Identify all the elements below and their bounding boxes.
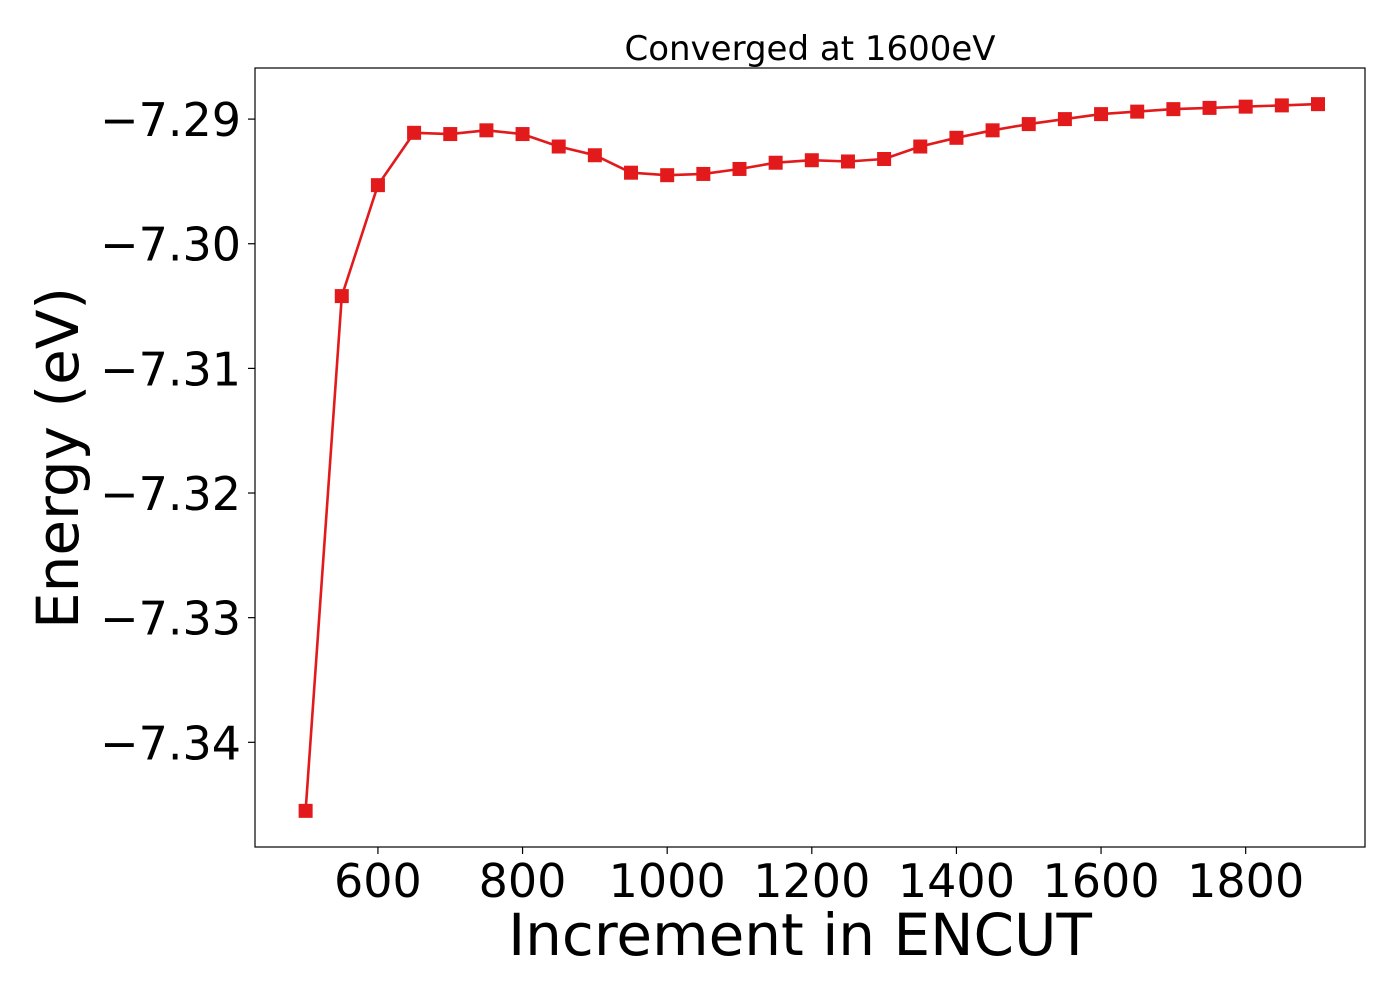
- y-tick-label: −7.29: [100, 93, 241, 147]
- y-tick-label: −7.33: [100, 592, 241, 646]
- plot-area-frame: [254, 67, 1366, 848]
- series-layer: [298, 97, 1325, 818]
- data-point-marker: [370, 178, 385, 193]
- data-point-marker: [696, 166, 711, 181]
- data-point-marker: [877, 151, 892, 166]
- data-point-marker: [804, 153, 819, 168]
- data-point-marker: [479, 123, 494, 138]
- data-point-marker: [985, 123, 1000, 138]
- data-point-marker: [407, 125, 422, 140]
- data-point-marker: [1057, 112, 1072, 127]
- data-point-marker: [949, 130, 964, 145]
- data-point-marker: [1202, 100, 1217, 115]
- data-point-marker: [1166, 102, 1181, 117]
- data-point-marker: [1094, 107, 1109, 122]
- x-tick-label: 1400: [898, 854, 1015, 908]
- data-point-marker: [1274, 98, 1289, 113]
- data-point-marker: [660, 168, 675, 183]
- data-point-marker: [840, 154, 855, 169]
- data-point-marker: [551, 139, 566, 154]
- x-axis-ticks: 600 800 1000 1200 1400 1600 1800: [334, 847, 1304, 908]
- x-tick-label: 600: [334, 854, 422, 908]
- x-axis-label: Increment in ENCUT: [508, 901, 1092, 969]
- y-axis-ticks: −7.29 −7.30 −7.31 −7.32 −7.33 −7.34: [100, 93, 255, 770]
- data-point-marker: [1238, 99, 1253, 114]
- x-tick-label: 1200: [753, 854, 870, 908]
- data-point-marker: [768, 155, 783, 170]
- data-point-marker: [1021, 117, 1036, 132]
- y-tick-label: −7.34: [100, 716, 241, 770]
- chart-title: Converged at 1600eV: [624, 29, 995, 69]
- y-tick-label: −7.30: [100, 218, 241, 272]
- data-point-marker: [334, 289, 349, 304]
- y-tick-label: −7.32: [100, 467, 241, 521]
- y-tick-label: −7.31: [100, 342, 241, 396]
- x-tick-label: 800: [479, 854, 567, 908]
- data-point-marker: [732, 161, 747, 176]
- x-tick-label: 1600: [1043, 854, 1160, 908]
- data-point-marker: [587, 148, 602, 163]
- data-point-marker: [1130, 104, 1145, 119]
- data-point-marker: [515, 127, 530, 142]
- y-axis-label: Energy (eV): [24, 287, 92, 629]
- x-tick-label: 1000: [609, 854, 726, 908]
- data-point-marker: [1310, 97, 1325, 112]
- data-point-marker: [913, 139, 928, 154]
- data-point-marker: [624, 165, 639, 180]
- data-point-marker: [298, 803, 313, 818]
- series-line: [304, 102, 1319, 811]
- data-point-marker: [443, 127, 458, 142]
- x-tick-label: 1800: [1187, 854, 1304, 908]
